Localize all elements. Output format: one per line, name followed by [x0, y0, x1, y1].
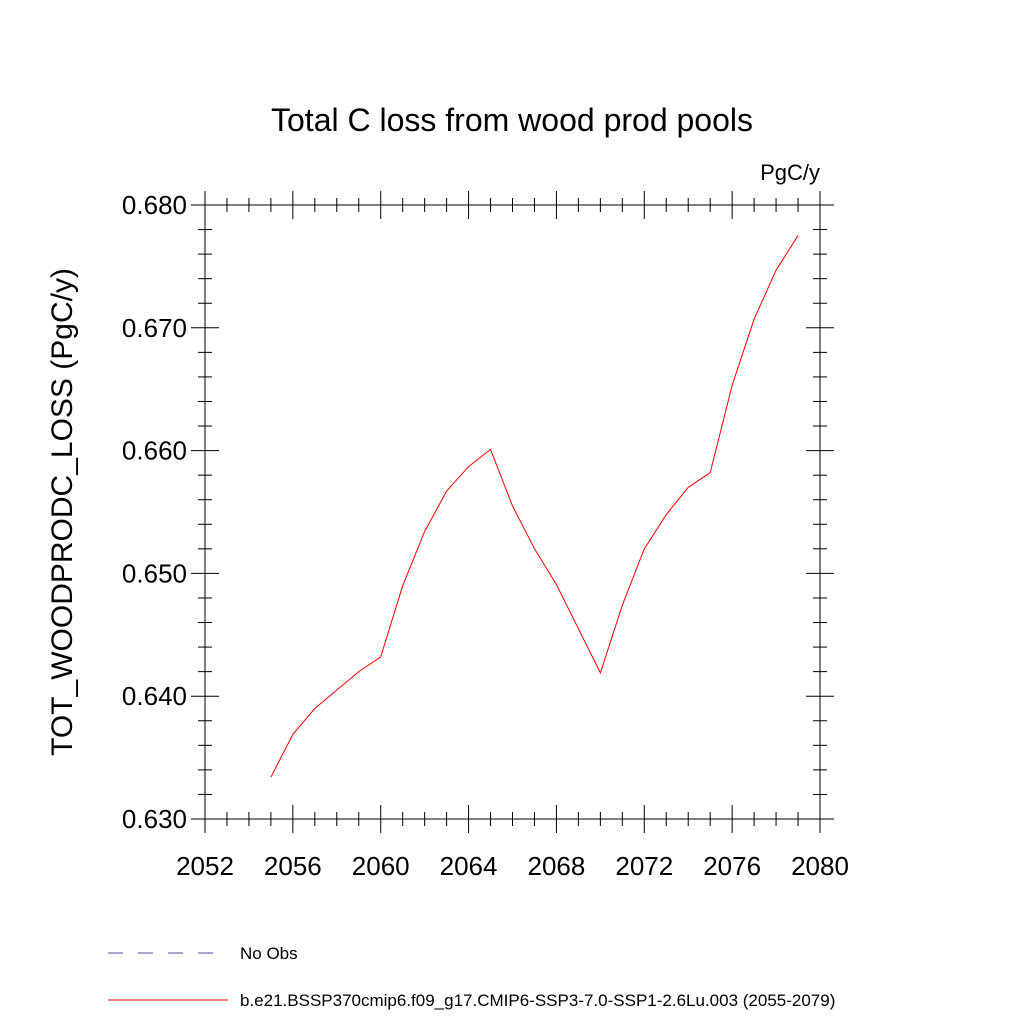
series-layer: [270, 235, 799, 778]
y-tick-label: 0.630: [122, 804, 187, 834]
x-tick-label: 2076: [703, 851, 761, 881]
x-tick-label: 2080: [791, 851, 849, 881]
chart-title: Total C loss from wood prod pools: [271, 102, 753, 138]
x-tick-label: 2052: [176, 851, 234, 881]
y-tick-label: 0.680: [122, 190, 187, 220]
plot-frame: [204, 204, 821, 820]
y-tick-label: 0.640: [122, 681, 187, 711]
legend-label: b.e21.BSSP370cmip6.f09_g17.CMIP6-SSP3-7.…: [240, 991, 835, 1010]
y-tick-label: 0.660: [122, 436, 187, 466]
x-tick-labels: 2052 2056 2060 2064 2068 2072 2076 2080: [176, 851, 849, 881]
legend: No Obs b.e21.BSSP370cmip6.f09_g17.CMIP6-S…: [108, 944, 835, 1010]
units-label: PgC/y: [760, 160, 820, 185]
x-tick-label: 2072: [615, 851, 673, 881]
x-tick-label: 2056: [264, 851, 322, 881]
series-line: [270, 235, 799, 778]
x-tick-label: 2064: [440, 851, 498, 881]
axis-ticks: [191, 191, 834, 833]
y-tick-labels: 0.630 0.640 0.650 0.660 0.670 0.680: [122, 190, 187, 834]
y-tick-label: 0.670: [122, 313, 187, 343]
legend-label: No Obs: [240, 944, 298, 963]
x-tick-label: 2068: [528, 851, 586, 881]
y-tick-label: 0.650: [122, 558, 187, 588]
y-axis-label: TOT_WOODPRODC_LOSS (PgC/y): [46, 268, 79, 756]
x-tick-label: 2060: [352, 851, 410, 881]
